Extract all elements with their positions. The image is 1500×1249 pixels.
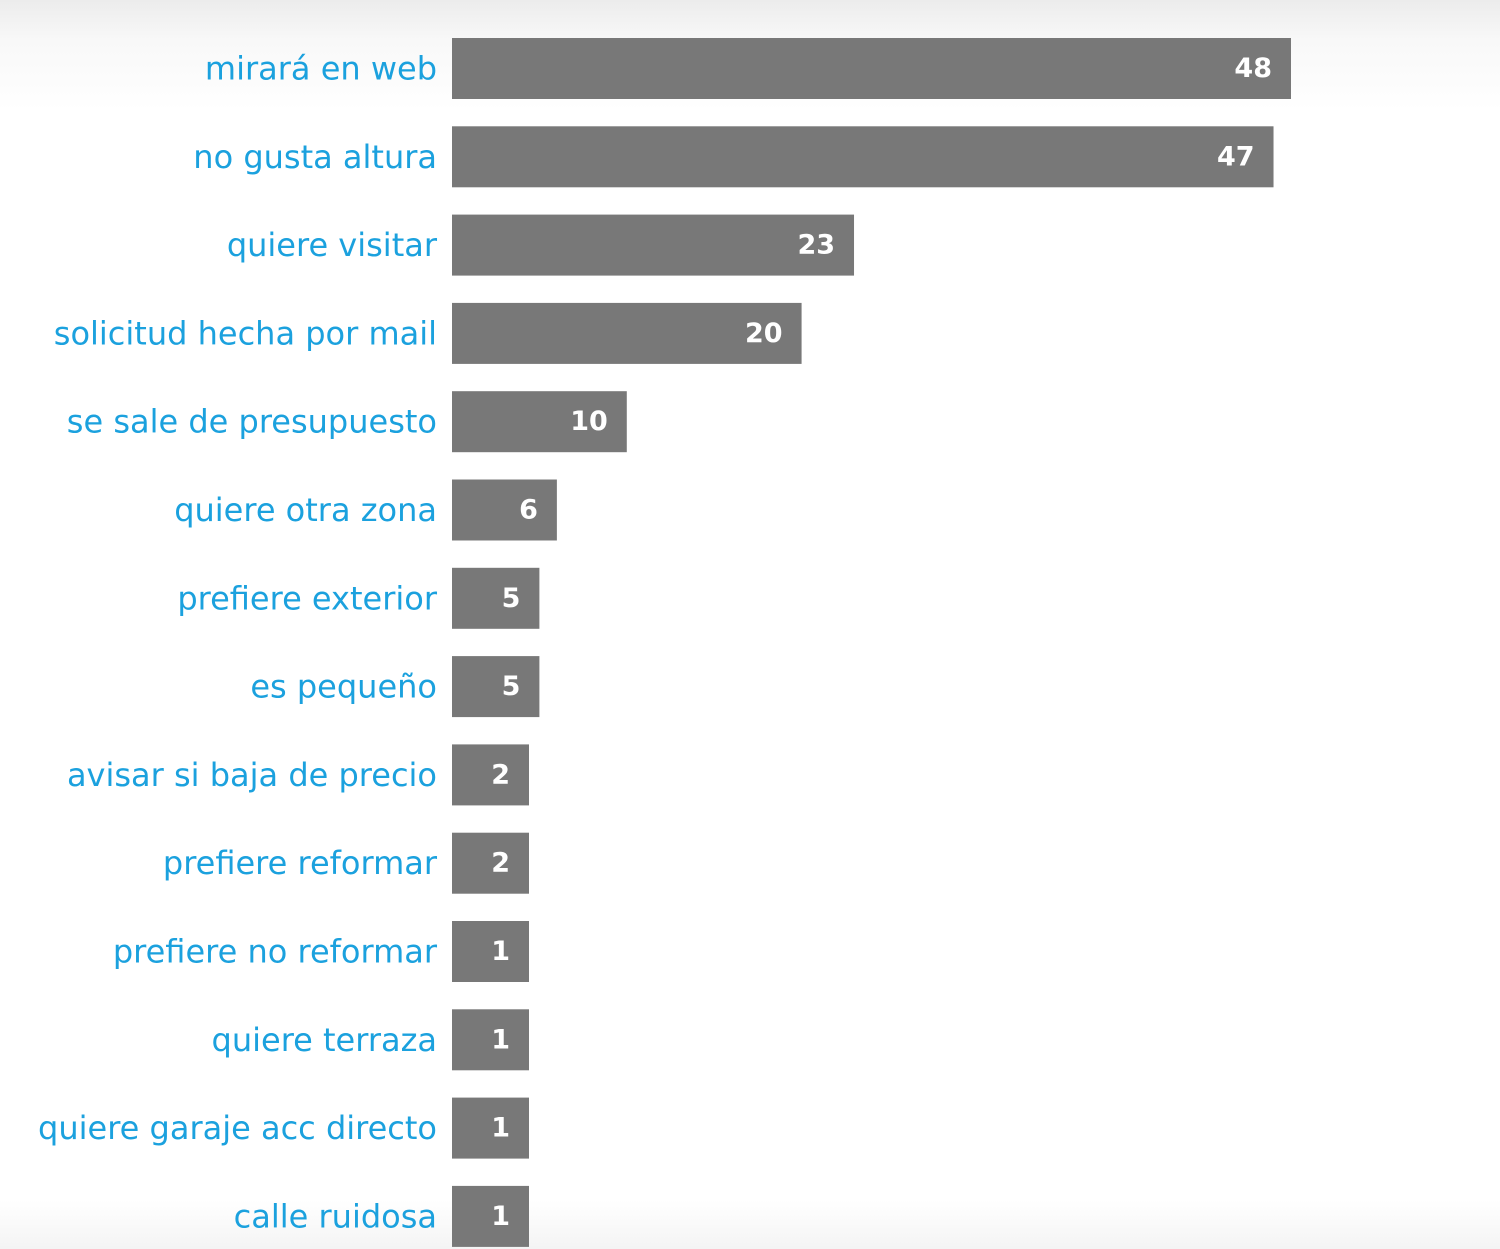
value-label: 10: [570, 406, 608, 437]
value-label: 2: [491, 848, 510, 879]
value-label: 6: [519, 495, 538, 526]
value-label: 20: [745, 318, 783, 349]
value-label: 1: [491, 1201, 510, 1232]
bar: [452, 479, 557, 541]
category-label: calle ruidosa: [234, 1197, 437, 1235]
bar: [452, 38, 1291, 99]
bar: [452, 832, 529, 894]
bar: [452, 1009, 529, 1071]
category-label: prefiere exterior: [177, 579, 438, 617]
value-label: 47: [1217, 141, 1255, 172]
category-label: prefiere reformar: [163, 844, 438, 882]
category-label: quiere terraza: [212, 1021, 437, 1059]
value-label: 48: [1234, 53, 1272, 84]
bar: [452, 1185, 529, 1247]
bar: [452, 1097, 529, 1159]
value-label: 1: [491, 1024, 510, 1055]
bar: [452, 656, 540, 718]
bars-layer: mirará en web 48 no gusta altura 47 quiere v…: [38, 38, 1291, 1247]
bar: [452, 214, 855, 276]
value-label: 1: [491, 936, 510, 967]
bar: [452, 567, 540, 629]
category-label: es pequeño: [250, 668, 437, 706]
category-label: se sale de presupuesto: [67, 403, 437, 441]
value-label: 1: [491, 1113, 510, 1144]
bar: [452, 126, 1274, 188]
bar: [452, 302, 802, 364]
bar: [452, 391, 627, 453]
bar: [452, 744, 529, 806]
value-label: 5: [502, 583, 521, 614]
bar: [452, 921, 529, 982]
category-label: quiere otra zona: [174, 491, 437, 529]
value-label: 23: [797, 230, 835, 261]
category-label: prefiere no reformar: [113, 933, 438, 971]
category-label: no gusta altura: [193, 138, 437, 176]
category-label: avisar si baja de precio: [67, 756, 437, 794]
category-label: quiere garaje acc directo: [38, 1109, 437, 1147]
category-label: quiere visitar: [227, 226, 438, 264]
category-label: mirará en web: [205, 50, 437, 88]
value-label: 2: [491, 759, 510, 790]
value-label: 5: [502, 671, 521, 702]
category-label: solicitud hecha por mail: [54, 314, 437, 352]
